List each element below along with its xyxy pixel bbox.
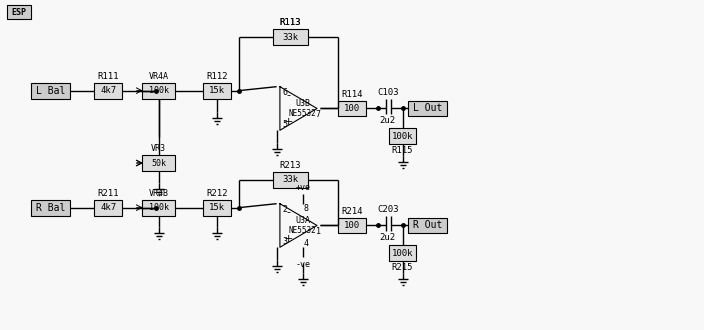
Text: R114: R114 — [341, 89, 363, 99]
Text: R112: R112 — [206, 72, 228, 81]
Text: L Bal: L Bal — [36, 85, 65, 96]
Text: 8: 8 — [304, 204, 309, 213]
Text: VR4B: VR4B — [149, 189, 169, 198]
Text: -: - — [287, 207, 291, 216]
Text: C203: C203 — [377, 205, 398, 214]
Bar — [408, 101, 447, 116]
Text: R113: R113 — [279, 18, 301, 27]
Text: R211: R211 — [97, 189, 119, 198]
Text: R213: R213 — [279, 161, 301, 170]
Text: NE5532: NE5532 — [289, 226, 316, 235]
Bar — [142, 155, 175, 171]
Text: 100k: 100k — [149, 203, 169, 212]
Text: 5: 5 — [282, 120, 287, 129]
Text: +: + — [284, 117, 294, 127]
Text: 33k: 33k — [282, 33, 298, 42]
Bar — [272, 172, 308, 188]
Text: U3A: U3A — [295, 216, 310, 225]
Text: 2u2: 2u2 — [379, 233, 396, 243]
Text: R212: R212 — [206, 189, 228, 198]
Text: 1: 1 — [316, 227, 321, 236]
Text: 6: 6 — [282, 88, 287, 97]
Text: 4k7: 4k7 — [100, 203, 116, 212]
Text: 100: 100 — [344, 221, 360, 230]
Text: 15k: 15k — [209, 203, 225, 212]
Bar — [31, 83, 70, 99]
Bar — [203, 200, 231, 215]
Text: 7: 7 — [316, 110, 321, 119]
Text: +ve: +ve — [296, 183, 311, 192]
Text: R215: R215 — [392, 263, 413, 272]
Text: R214: R214 — [341, 207, 363, 215]
Text: R Bal: R Bal — [36, 203, 65, 213]
Bar — [272, 29, 308, 45]
Bar — [31, 200, 70, 215]
Bar — [338, 101, 366, 116]
Text: VR4A: VR4A — [149, 72, 169, 81]
Text: R115: R115 — [392, 146, 413, 155]
Text: R111: R111 — [97, 72, 119, 81]
Text: NE5532: NE5532 — [289, 109, 316, 118]
Text: 100k: 100k — [392, 249, 413, 258]
Text: 100: 100 — [344, 104, 360, 113]
Text: 50k: 50k — [151, 158, 166, 168]
Text: C103: C103 — [377, 87, 398, 97]
Text: VR3: VR3 — [151, 144, 166, 153]
Bar — [389, 128, 417, 144]
Bar — [408, 217, 447, 233]
Text: +: + — [284, 234, 294, 245]
Text: 33k: 33k — [282, 175, 298, 184]
Text: 100k: 100k — [392, 132, 413, 141]
Bar — [338, 217, 366, 233]
Bar — [7, 5, 31, 19]
Text: ESP: ESP — [11, 8, 26, 17]
Bar — [203, 83, 231, 99]
Text: 2: 2 — [282, 205, 287, 214]
Bar — [94, 83, 122, 99]
Bar — [142, 83, 175, 99]
Bar — [389, 245, 417, 261]
Text: -: - — [287, 90, 291, 100]
Text: L Out: L Out — [413, 104, 442, 114]
Text: 4k7: 4k7 — [100, 86, 116, 95]
Text: 100k: 100k — [149, 86, 169, 95]
Bar — [142, 200, 175, 215]
Text: U3B: U3B — [295, 99, 310, 108]
Text: R113: R113 — [279, 18, 301, 27]
Text: 4: 4 — [304, 239, 309, 248]
Text: 3: 3 — [282, 237, 287, 246]
Text: R Out: R Out — [413, 220, 442, 230]
Text: -ve: -ve — [296, 260, 311, 269]
Text: 15k: 15k — [209, 86, 225, 95]
Text: 2u2: 2u2 — [379, 116, 396, 125]
Bar — [94, 200, 122, 215]
